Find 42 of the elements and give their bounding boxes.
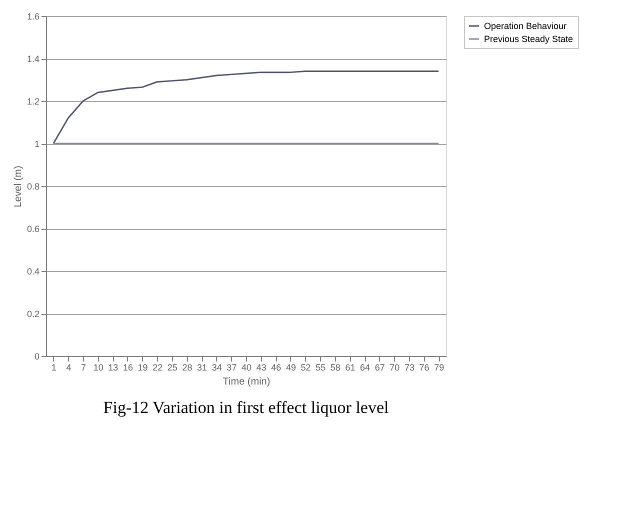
x-tick-label: 76 [419, 362, 430, 372]
y-tick-label: 0.6 [26, 224, 40, 234]
legend-label: Operation Behaviour [484, 21, 567, 31]
y-tick-label: 0.2 [26, 309, 40, 319]
line-series [52, 70, 440, 144]
x-tick-label: 46 [271, 362, 282, 372]
legend-label: Previous Steady State [484, 34, 574, 44]
x-tick-label: 22 [152, 362, 163, 372]
x-tick-label: 70 [390, 362, 400, 372]
x-tick-label: 1 [51, 362, 56, 372]
x-tick-label: 43 [256, 362, 266, 372]
x-tick-label: 25 [167, 362, 178, 372]
y-axis-title: Level (m) [12, 166, 24, 208]
x-tick-label: 13 [108, 362, 118, 372]
x-tick-label: 7 [81, 362, 86, 372]
x-axis-title: Time (min) [222, 376, 270, 388]
x-tick-label: 40 [241, 362, 252, 372]
x-tick-label: 16 [122, 362, 133, 372]
x-tick-label: 58 [330, 362, 340, 372]
x-tick-label: 61 [345, 362, 356, 372]
y-tick-label: 1.4 [26, 54, 40, 64]
text: Fig-12 Variation in first effect liquor level [103, 398, 390, 417]
x-tick-label: 55 [316, 362, 326, 372]
x-tick-label: 28 [182, 362, 192, 372]
x-tick-label: 4 [66, 362, 72, 372]
y-tick-label: 0.8 [26, 182, 40, 192]
x-tick-label: 64 [360, 362, 370, 372]
y-tick-label: 0 [34, 352, 40, 362]
x-tick-label: 19 [138, 362, 148, 372]
y-tick-label: 1 [34, 139, 40, 149]
x-tick-label: 67 [374, 362, 385, 372]
x-tick-label: 34 [212, 362, 222, 372]
x-tick-label: 37 [226, 362, 237, 372]
x-tick-label: 52 [300, 362, 311, 372]
x-tick-label: 31 [197, 362, 208, 372]
x-tick-label: 10 [93, 362, 104, 372]
x-tick-label: 49 [286, 362, 296, 372]
y-tick-label: 1.6 [26, 12, 40, 22]
y-tick-label: 0.4 [26, 266, 40, 276]
x-tick-label: 73 [404, 362, 414, 372]
y-tick-label: 1.2 [26, 96, 40, 106]
x-tick-label: 79 [434, 362, 444, 372]
